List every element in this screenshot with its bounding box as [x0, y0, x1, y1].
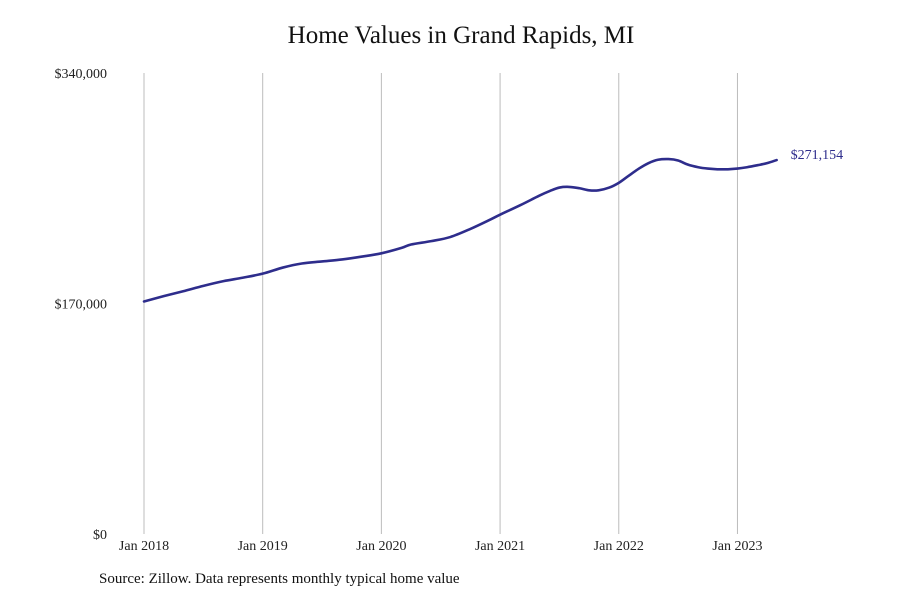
- x-tick-label: Jan 2021: [475, 539, 525, 554]
- chart-title: Home Values in Grand Rapids, MI: [287, 22, 635, 49]
- x-tick-label: Jan 2023: [712, 539, 762, 554]
- x-tick-label: Jan 2018: [119, 539, 169, 554]
- gridlines: [143, 73, 738, 534]
- x-tick-label: Jan 2022: [594, 539, 644, 554]
- end-value-label: $271,154: [791, 148, 844, 163]
- y-axis-ticks: $0 $170,000 $340,000: [55, 67, 108, 543]
- y-tick-label: $0: [93, 528, 107, 543]
- series-layer: [142, 157, 778, 303]
- y-tick-label: $170,000: [55, 298, 108, 313]
- data-labels: $271,154: [791, 148, 844, 163]
- x-axis-ticks: Jan 2018 Jan 2019 Jan 2020 Jan 2021 Jan 2022…: [119, 539, 763, 554]
- y-tick-label: $340,000: [55, 67, 108, 82]
- series-line: [142, 157, 778, 303]
- x-tick-label: Jan 2020: [356, 539, 406, 554]
- x-tick-label: Jan 2019: [238, 539, 288, 554]
- source-note: Source: Zillow. Data represents monthly …: [99, 571, 460, 587]
